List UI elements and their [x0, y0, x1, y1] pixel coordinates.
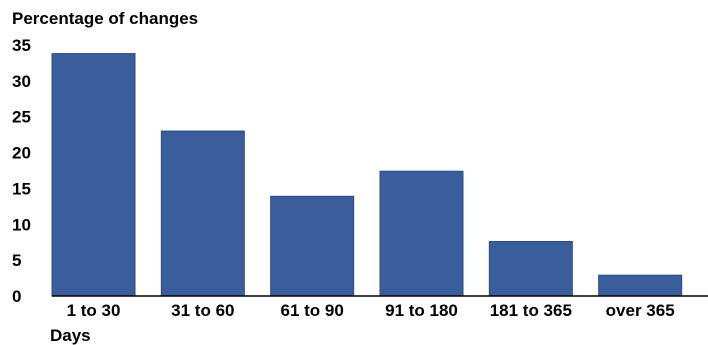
bars	[51, 53, 683, 297]
y-tick-label: 5	[12, 251, 21, 270]
bar	[379, 170, 464, 297]
x-tick-label: 1 to 30	[67, 301, 121, 320]
x-tick-label: 31 to 60	[171, 301, 234, 320]
bar	[51, 53, 136, 297]
bar	[160, 130, 245, 297]
x-tick-label: 61 to 90	[281, 301, 344, 320]
y-tick-label: 30	[12, 72, 31, 91]
y-tick-label: 25	[12, 108, 31, 127]
y-axis-ticks: 0 5 10 15 20 25 30 35	[12, 36, 31, 306]
y-tick-label: 35	[12, 36, 31, 55]
y-tick-label: 0	[12, 287, 21, 306]
y-axis-label: Percentage of changes	[12, 9, 198, 28]
y-tick-label: 10	[12, 215, 31, 234]
x-tick-label: 91 to 180	[385, 301, 458, 320]
x-tick-label: 181 to 365	[490, 301, 572, 320]
x-axis-ticks: 1 to 30 31 to 60 61 to 90 91 to 180 181 to 3…	[67, 301, 675, 320]
bar	[270, 195, 355, 297]
x-tick-label: over 365	[606, 301, 675, 320]
y-tick-label: 15	[12, 179, 31, 198]
x-axis-label: Days	[50, 326, 91, 345]
y-tick-label: 20	[12, 144, 31, 163]
bar	[488, 240, 573, 297]
bar	[598, 274, 683, 297]
